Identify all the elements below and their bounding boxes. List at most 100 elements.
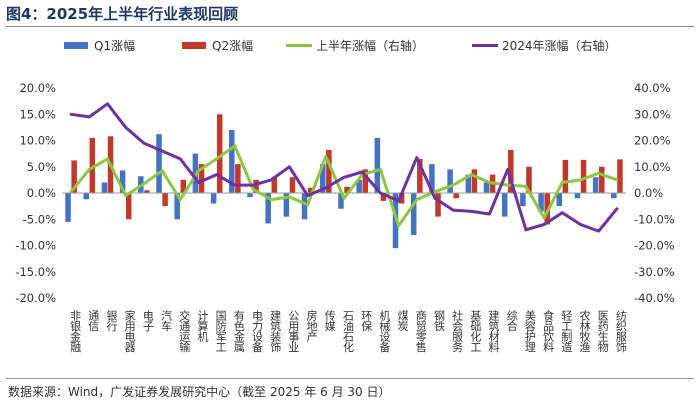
category-label: 通信	[87, 310, 100, 333]
category-label: 美容护理	[523, 310, 536, 353]
legend-swatch-1	[182, 42, 206, 49]
q2-bar	[326, 149, 332, 193]
q2-bar	[89, 137, 96, 193]
q2-bar	[216, 114, 223, 193]
category-label: 建筑装饰	[269, 309, 282, 353]
q2-bar	[435, 193, 441, 217]
right-axis-tick: 20.0%	[634, 134, 671, 148]
q2-bar	[508, 149, 514, 193]
category-label: 计算机	[196, 310, 209, 342]
q1-bar	[447, 169, 453, 193]
legend-label-2: 上半年涨幅（右轴）	[316, 38, 424, 53]
category-label: 食品饮料	[542, 309, 555, 354]
category-label: 房地产	[305, 310, 318, 343]
category-label: 商贸零售	[414, 309, 427, 354]
right-axis-tick: 30.0%	[634, 107, 671, 121]
q1-bar	[119, 170, 126, 193]
q2-bar	[362, 169, 368, 193]
q2-bar	[471, 169, 478, 193]
q1-bar	[320, 164, 326, 193]
q1-bar	[429, 164, 435, 193]
category-label: 国防军工	[214, 310, 227, 352]
q1-bar	[465, 174, 472, 193]
right-axis-tick: -10.0%	[634, 212, 675, 226]
legend-label-1: Q2涨幅	[212, 38, 253, 53]
left-axis-tick: 15.0%	[19, 107, 56, 121]
category-label: 医药生物	[596, 310, 609, 352]
right-axis-tick: 10.0%	[634, 160, 671, 174]
category-label: 钢铁	[432, 310, 445, 332]
category-label: 农林牧渔	[578, 309, 591, 354]
q2-bar	[71, 160, 77, 193]
q2-bar	[599, 166, 605, 193]
figure-title: 图4：2025年上半年行业表现回顾	[6, 5, 239, 23]
left-axis-tick: -20.0%	[15, 291, 56, 305]
category-label: 交通运输	[178, 309, 191, 354]
q1-bar	[338, 193, 344, 209]
q2-bar	[125, 193, 132, 220]
left-axis-tick: 5.0%	[27, 160, 56, 174]
q2-bar	[380, 193, 387, 201]
q1-bar	[483, 182, 490, 193]
category-label: 电力设备	[251, 310, 264, 354]
q2-bar	[344, 186, 350, 193]
q1-bar	[410, 193, 417, 235]
q1-bar	[356, 179, 362, 193]
q1-bar	[556, 193, 563, 207]
right-axis-tick: -30.0%	[634, 265, 675, 279]
footer-divider	[6, 378, 694, 379]
q1-bar	[574, 193, 581, 199]
q2-bar	[562, 159, 569, 193]
q1-bar	[592, 177, 599, 193]
y2024-change-line	[69, 102, 619, 233]
q2-bar	[453, 193, 459, 199]
q1-bar	[301, 193, 308, 220]
chart-svg: Q1涨幅 Q2涨幅 上半年涨幅（右轴） 2024年涨幅（右轴） 20.0% 15.0% 10…	[15, 38, 675, 354]
left-axis-tick: -10.0%	[15, 239, 56, 253]
q2-bar	[617, 159, 623, 193]
category-label: 基础化工	[469, 310, 482, 352]
left-axis-tick: -15.0%	[15, 265, 56, 279]
q1-bar	[538, 193, 544, 212]
left-axis-tick: 0.0%	[27, 186, 56, 200]
q2-bar	[398, 193, 405, 204]
category-label: 石油石化	[342, 310, 355, 353]
legend-label-3: 2024年涨幅（右轴）	[502, 38, 617, 53]
right-axis-tick: 0.0%	[634, 186, 663, 200]
right-axis-tick: -40.0%	[634, 291, 675, 305]
q1-bar	[156, 134, 162, 193]
category-label: 有色金属	[232, 309, 245, 354]
category-label: 汽车	[160, 309, 173, 333]
legend-label-0: Q1涨幅	[94, 38, 135, 53]
legend-swatch-0	[64, 42, 88, 49]
q1-bar	[374, 137, 381, 193]
q2-bar	[253, 179, 259, 193]
q1-bar	[247, 193, 253, 198]
category-label: 综合	[505, 309, 518, 332]
category-label: 轻工制造	[560, 309, 573, 353]
category-label: 建筑材料	[487, 309, 500, 354]
category-label: 传媒	[323, 310, 336, 333]
left-axis-tick: 20.0%	[19, 81, 56, 95]
category-label: 公用事业	[287, 310, 300, 352]
category-label: 银行	[105, 309, 118, 333]
category-label: 电子	[141, 310, 154, 332]
q2-bar	[307, 187, 314, 193]
category-label: 机械设备	[378, 309, 391, 354]
q1-bar	[283, 193, 290, 217]
q2-bar	[180, 179, 187, 193]
left-axis-tick: -5.0%	[23, 212, 56, 226]
category-label: 社会服务	[451, 309, 464, 353]
q1-bar	[210, 193, 217, 204]
q1-bar	[101, 182, 108, 193]
q2-bar	[417, 158, 423, 193]
h1-change-line	[69, 144, 619, 228]
q2-bar	[526, 166, 532, 193]
right-axis-tick: -20.0%	[634, 239, 675, 253]
figure-title-row: 图4：2025年上半年行业表现回顾	[6, 2, 694, 27]
q1-bar	[611, 193, 617, 199]
q1-bar	[83, 193, 89, 200]
source-note: 数据来源：Wind，广发证券发展研究中心（截至 2025 年 6 月 30 日）	[8, 385, 391, 399]
category-label: 煤炭	[396, 310, 409, 333]
q2-bar	[271, 177, 278, 193]
